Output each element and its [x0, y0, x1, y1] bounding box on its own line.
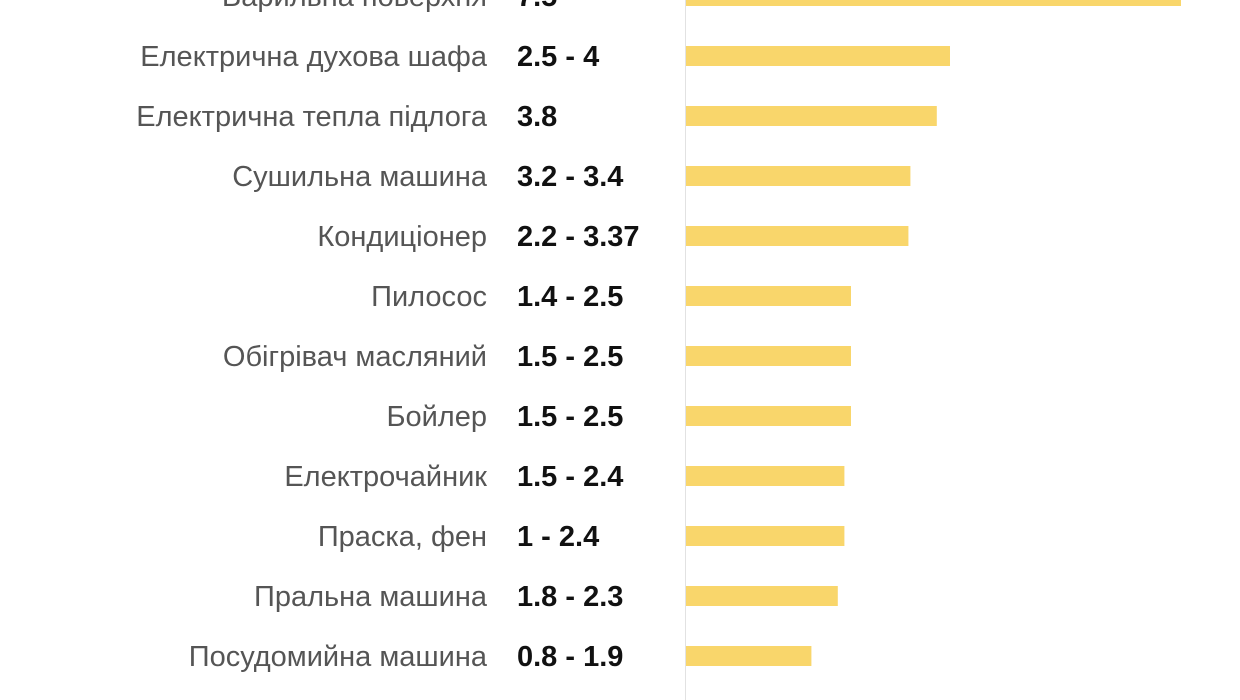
- category-label-7: Електрочайник: [284, 461, 487, 493]
- category-label-10: Посудомийна машина: [189, 641, 488, 673]
- bar-9: [686, 586, 838, 606]
- bar-4: [686, 286, 851, 306]
- value-label-6: 1.5 - 2.5: [517, 401, 623, 433]
- category-label-1: Електрична тепла підлога: [136, 101, 488, 133]
- value-label-10: 0.8 - 1.9: [517, 641, 623, 673]
- value-label-9: 1.8 - 2.3: [517, 581, 623, 613]
- value-label-7: 1.5 - 2.4: [517, 461, 623, 493]
- category-label-0: Електрична духова шафа: [140, 41, 488, 73]
- category-label-top: Варильна поверхня: [222, 0, 487, 13]
- bar-1: [686, 106, 937, 126]
- bar-6: [686, 406, 851, 426]
- value-label-2: 3.2 - 3.4: [517, 161, 623, 193]
- value-label-top: 7.5: [517, 0, 557, 13]
- category-label-3: Кондиціонер: [317, 221, 487, 253]
- bar-8: [686, 526, 845, 546]
- category-label-9: Пральна машина: [254, 581, 488, 613]
- value-label-4: 1.4 - 2.5: [517, 281, 623, 313]
- bar-7: [686, 466, 845, 486]
- labels-layer: Варильна поверхня 7.5 Електрична духова ша…: [136, 0, 639, 673]
- value-label-8: 1 - 2.4: [517, 521, 599, 553]
- value-label-3: 2.2 - 3.37: [517, 221, 640, 253]
- category-label-4: Пилосос: [371, 281, 487, 313]
- value-label-5: 1.5 - 2.5: [517, 341, 623, 373]
- value-label-1: 3.8: [517, 101, 557, 133]
- category-label-2: Сушильна машина: [232, 161, 488, 193]
- category-label-6: Бойлер: [386, 401, 487, 433]
- bars-layer: [686, 0, 1181, 666]
- value-label-0: 2.5 - 4: [517, 41, 599, 73]
- bar-5: [686, 346, 851, 366]
- category-label-5: Обігрівач масляний: [223, 341, 487, 373]
- bar-10: [686, 646, 812, 666]
- category-label-8: Праска, фен: [318, 521, 487, 553]
- bar-0: [686, 46, 950, 66]
- bar-top: [686, 0, 1181, 6]
- bar-3: [686, 226, 909, 246]
- bar-2: [686, 166, 911, 186]
